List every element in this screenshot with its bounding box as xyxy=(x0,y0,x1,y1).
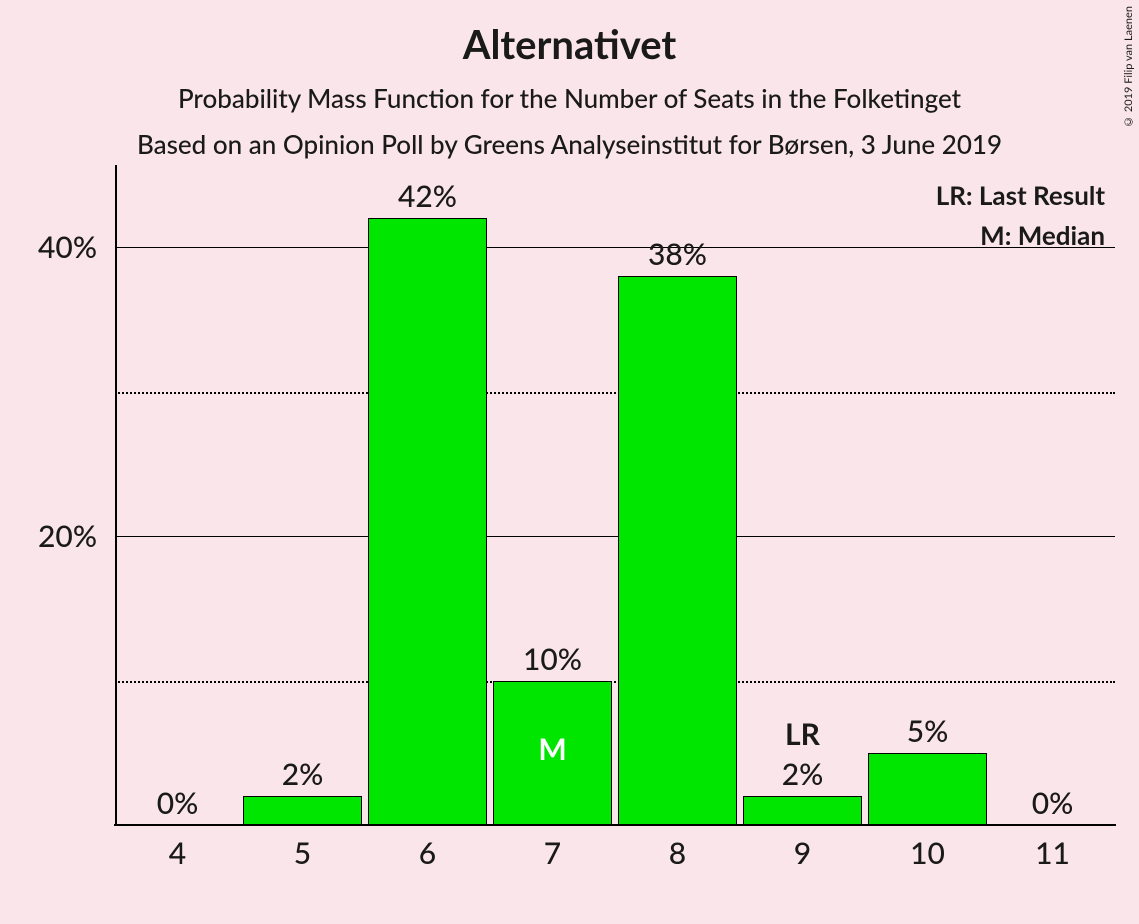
x-axis-line xyxy=(114,824,1116,826)
last-result-marker: LR xyxy=(785,716,820,752)
x-tick-label: 8 xyxy=(669,835,686,871)
x-tick-label: 6 xyxy=(419,835,436,871)
bar-value-label: 5% xyxy=(907,713,949,749)
median-marker: M xyxy=(538,731,566,767)
bar-value-label: 38% xyxy=(648,236,707,272)
x-tick-label: 5 xyxy=(294,835,311,871)
chart-plot-area: 40%52%642%710%M838%92%LR105%110% LR: Las… xyxy=(115,175,1115,825)
bar-value-label: 0% xyxy=(157,785,199,821)
y-tick-label: 40% xyxy=(38,229,97,265)
bar xyxy=(368,218,487,825)
bar-value-label: 2% xyxy=(782,756,824,792)
x-tick-label: 9 xyxy=(794,835,811,871)
bar xyxy=(618,276,737,825)
bar-value-label: 2% xyxy=(282,756,324,792)
y-axis-labels: 20% 40% xyxy=(0,175,115,825)
chart-title: Alternativet xyxy=(0,0,1139,68)
x-tick-label: 4 xyxy=(169,835,186,871)
chart-subtitle-2: Based on an Opinion Poll by Greens Analy… xyxy=(0,114,1139,160)
bar xyxy=(743,796,862,825)
plot-region: 40%52%642%710%M838%92%LR105%110% xyxy=(115,175,1115,825)
chart-subtitle-1: Probability Mass Function for the Number… xyxy=(0,68,1139,114)
y-axis-line xyxy=(115,165,117,825)
bar-value-label: 42% xyxy=(398,178,457,214)
gridline-minor xyxy=(115,681,1115,683)
bar xyxy=(243,796,362,825)
bar-value-label: 0% xyxy=(1032,785,1074,821)
gridline-major xyxy=(115,536,1115,537)
legend-median: M: Median xyxy=(980,219,1105,251)
bar-value-label: 10% xyxy=(523,641,582,677)
bar xyxy=(868,753,987,825)
y-tick-label: 20% xyxy=(38,518,97,554)
gridline-minor xyxy=(115,392,1115,394)
x-tick-label: 11 xyxy=(1035,835,1070,871)
copyright-text: © 2019 Filip van Laenen xyxy=(1122,6,1135,128)
gridline-major xyxy=(115,247,1115,248)
x-tick-label: 10 xyxy=(910,835,945,871)
x-tick-label: 7 xyxy=(544,835,561,871)
legend-last-result: LR: Last Result xyxy=(936,179,1105,211)
